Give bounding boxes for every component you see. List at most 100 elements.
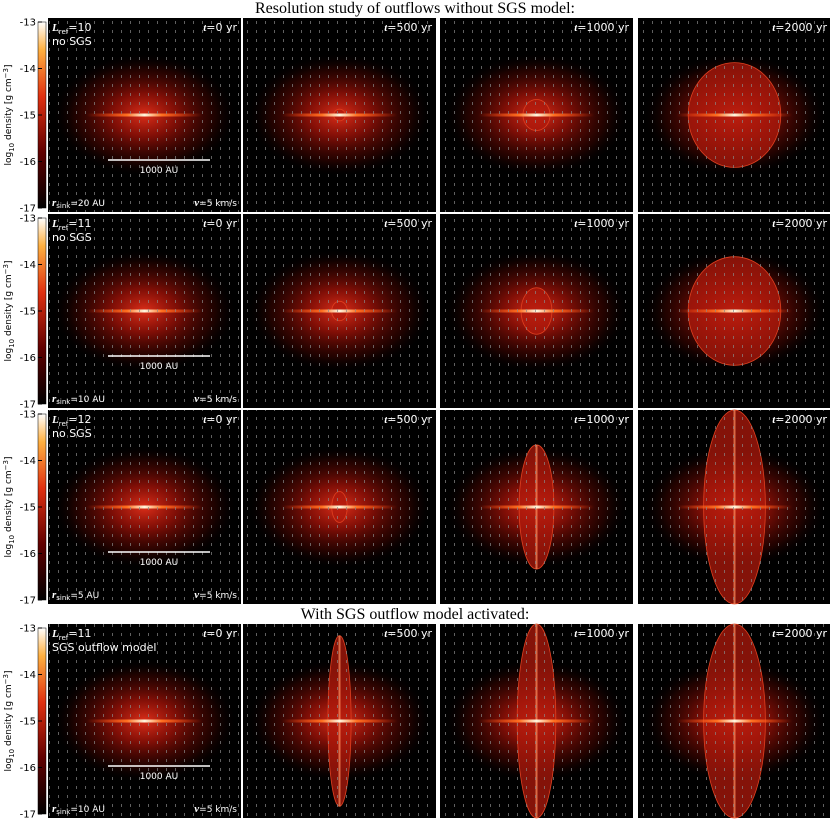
label-part: density [g cm <box>4 684 14 749</box>
colorbar-tick-label: -16 <box>20 157 36 168</box>
sink-symbol: r <box>52 197 57 209</box>
time-label: t=1000 yr <box>574 627 629 640</box>
model-note: no SGS <box>52 427 92 440</box>
sink-symbol: r <box>52 589 57 601</box>
sink-label: rsink=5 AU <box>52 589 99 602</box>
time-label: t=0 yr <box>203 217 237 230</box>
label-part: 10 <box>8 339 16 348</box>
label-part: log <box>4 544 14 558</box>
time-value: =1000 yr <box>577 413 629 426</box>
velocity-field <box>440 214 633 408</box>
time-symbol: t <box>203 414 207 426</box>
level-symbol: L <box>51 414 59 426</box>
velocity-value: =5 km/s <box>199 591 237 601</box>
level-value: =11 <box>68 627 91 640</box>
time-label: t=0 yr <box>203 413 237 426</box>
label-part: density [g cm <box>4 78 14 143</box>
velocity-label: v=5 km/s <box>194 803 237 815</box>
colorbar-label: log10 density [g cm−3] <box>2 456 16 557</box>
colorbar-tick-label: -14 <box>20 670 36 681</box>
time-symbol: t <box>203 22 207 34</box>
label-part: ] <box>4 260 14 264</box>
time-value: =0 yr <box>206 413 237 426</box>
velocity-field <box>243 410 436 604</box>
level-label: Lref=11 <box>51 627 91 642</box>
time-value: =0 yr <box>206 21 237 34</box>
colorbar-tick-label: -17 <box>20 596 36 607</box>
velocity-field <box>48 410 241 604</box>
label-part: −3 <box>2 264 10 274</box>
subtitle: With SGS outflow model activated: <box>301 606 530 623</box>
label-part: ] <box>4 456 14 460</box>
time-symbol: t <box>772 22 776 34</box>
time-value: =0 yr <box>206 627 237 640</box>
velocity-field <box>638 410 830 604</box>
velocity-field <box>638 214 830 408</box>
time-value: =2000 yr <box>775 413 827 426</box>
level-sub: ref <box>59 634 69 642</box>
sink-value: =5 AU <box>70 591 99 601</box>
time-symbol: t <box>772 414 776 426</box>
sink-sub: sink <box>56 398 71 406</box>
panel: t=500 yr <box>243 410 436 604</box>
velocity-label: v=5 km/s <box>194 589 237 601</box>
velocity-label: v=5 km/s <box>194 393 237 405</box>
scale-label: 1000 AU <box>140 362 179 372</box>
level-value: =10 <box>68 21 91 34</box>
panel: t=1000 yr <box>440 214 633 408</box>
time-symbol: t <box>574 218 578 230</box>
level-symbol: L <box>51 22 59 34</box>
sink-value: =10 AU <box>70 395 105 405</box>
colorbar-tick-label: -15 <box>20 503 36 514</box>
velocity-field <box>440 410 633 604</box>
time-value: =2000 yr <box>775 217 827 230</box>
time-label: t=0 yr <box>203 21 237 34</box>
colorbar-label: log10 density [g cm−3] <box>2 260 16 361</box>
velocity-symbol: v <box>194 393 199 405</box>
colorbar-tick-label: -15 <box>20 111 36 122</box>
colorbar-tick-label: -13 <box>20 18 36 29</box>
panel: t=500 yr <box>243 624 436 818</box>
time-label: t=2000 yr <box>772 413 827 426</box>
velocity-field <box>48 624 241 818</box>
sink-label: rsink=20 AU <box>52 197 105 210</box>
colorbar-tick-label: -14 <box>20 64 36 75</box>
time-symbol: t <box>384 628 388 640</box>
colorbar-tick-label: -13 <box>20 214 36 225</box>
level-sub: ref <box>59 224 69 232</box>
time-value: =1000 yr <box>577 21 629 34</box>
time-symbol: t <box>384 414 388 426</box>
colorbar-tick-label: -17 <box>20 400 36 411</box>
time-symbol: t <box>772 628 776 640</box>
colorbar-tick-label: -16 <box>20 353 36 364</box>
level-value: =11 <box>68 217 91 230</box>
model-note: no SGS <box>52 231 92 244</box>
label-part: −3 <box>2 460 10 470</box>
label-part: −3 <box>2 68 10 78</box>
sink-label: rsink=10 AU <box>52 803 105 816</box>
sink-label: rsink=10 AU <box>52 393 105 406</box>
time-label: t=500 yr <box>384 413 432 426</box>
velocity-field <box>440 624 633 818</box>
model-note: SGS outflow model <box>52 641 156 654</box>
time-value: =2000 yr <box>775 21 827 34</box>
velocity-value: =5 km/s <box>199 805 237 815</box>
time-value: =1000 yr <box>577 627 629 640</box>
velocity-field <box>48 18 241 212</box>
label-part: density [g cm <box>4 470 14 535</box>
time-label: t=1000 yr <box>574 217 629 230</box>
panel: t=1000 yr <box>440 410 633 604</box>
panel: t=2000 yr <box>638 623 830 819</box>
colorbar-tick-label: -15 <box>20 717 36 728</box>
level-label: Lref=12 <box>51 413 91 428</box>
colorbar-tick-label: -13 <box>20 410 36 421</box>
velocity-symbol: v <box>194 589 199 601</box>
velocity-value: =5 km/s <box>199 199 237 209</box>
time-value: =500 yr <box>387 627 432 640</box>
label-part: 10 <box>8 535 16 544</box>
